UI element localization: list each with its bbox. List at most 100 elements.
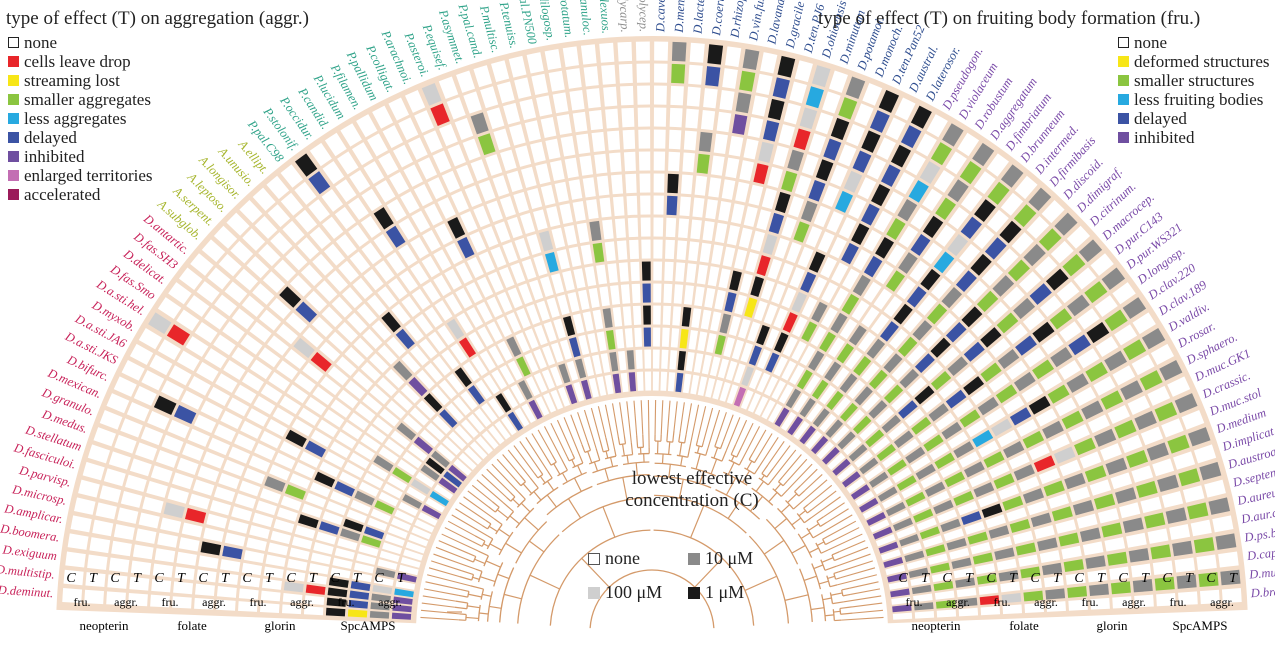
tree-leaf-branch: [742, 426, 759, 459]
concentration-cell: [654, 130, 666, 149]
tree-leaf-branch: [823, 503, 844, 517]
tree-branch: [667, 442, 673, 443]
concentration-cell: [663, 306, 671, 325]
concentration-cell: [687, 87, 701, 107]
tree-branch: [819, 581, 828, 584]
concentration-cell: [654, 174, 665, 193]
concentration-cell: [669, 130, 682, 150]
concentration-cell: [643, 306, 651, 325]
tree-branch: [606, 438, 609, 451]
tree-branch: [605, 469, 608, 481]
tree-branch: [721, 442, 724, 449]
concentration-cell: [725, 46, 741, 67]
tree-branch: [489, 606, 501, 608]
legend-label: inhibited: [24, 147, 84, 166]
concentration-cell: [581, 44, 597, 64]
tree-branch: [696, 454, 700, 469]
concentration-cell: [703, 88, 718, 108]
tree-leaf-branch: [824, 515, 853, 532]
concentration-cell: [672, 42, 687, 62]
effect-cell: [640, 196, 650, 215]
tree-leaf-branch: [674, 401, 677, 430]
column-letter: T: [353, 571, 362, 586]
tree-branch: [472, 541, 482, 546]
tree-branch: [680, 442, 682, 455]
concentration-title-line1: lowest effective: [612, 468, 772, 490]
tree-branch: [486, 561, 501, 567]
tree-branch: [510, 516, 520, 524]
effect-cell: [667, 196, 678, 215]
tree-branch: [588, 451, 592, 463]
concentration-label: 100 μM: [605, 582, 662, 603]
column-sublabel: fru.: [1082, 595, 1099, 609]
effect-cell: [641, 240, 650, 259]
tree-branch: [638, 454, 649, 455]
tree-branch: [487, 539, 492, 549]
concentration-label: 1 μM: [705, 582, 744, 603]
tree-leaf-branch: [503, 455, 521, 476]
tree-branch: [662, 454, 663, 464]
concentration-title-line2: concentration (C): [612, 490, 772, 512]
taxon-label: D.multistip.: [0, 562, 55, 582]
effect-cell: [621, 108, 634, 128]
concentration-cell: [630, 262, 639, 281]
column-letter: T: [309, 571, 318, 586]
legend-label: delayed: [1134, 109, 1187, 128]
tree-branch: [637, 435, 638, 448]
tree-branch: [679, 433, 680, 442]
tree-leaf-branch: [439, 541, 469, 554]
column-sublabel: fru.: [906, 595, 923, 609]
concentration-cell: [653, 306, 661, 325]
tree-branch: [611, 457, 613, 466]
left-legend-title: type of effect (T) on aggregation (aggr.…: [6, 8, 309, 30]
concentration-cell: [678, 218, 689, 238]
legend-label: none: [1134, 33, 1167, 52]
effect-cell: [87, 555, 107, 570]
tree-branch: [631, 443, 632, 455]
legend-swatch: [8, 94, 19, 105]
concentration-cell: [681, 174, 693, 194]
tree-branch: [685, 434, 686, 443]
tree-branch: [823, 598, 832, 600]
column-letter: T: [1229, 571, 1238, 586]
tree-leaf-branch: [591, 408, 599, 439]
tree-branch: [798, 534, 811, 558]
tree-branch: [534, 492, 541, 500]
column-sublabel: aggr.: [290, 595, 314, 609]
tree-branch: [799, 511, 805, 516]
compound-label: neopterin: [79, 618, 129, 633]
column-letter: T: [397, 571, 406, 586]
tree-branch: [530, 575, 560, 589]
tree-leaf-branch: [844, 596, 881, 602]
tree-branch: [475, 559, 485, 563]
concentration-cell: [675, 262, 685, 282]
legend-label: smaller structures: [1134, 71, 1254, 90]
tree-branch: [825, 566, 836, 570]
tree-leaf-branch: [420, 617, 458, 619]
tree-branch: [498, 574, 509, 578]
compound-label: glorin: [264, 618, 296, 633]
tree-leaf-branch: [436, 547, 467, 559]
right-legend-item: delayed: [1118, 109, 1269, 128]
taxon-label: D.brefel.: [1249, 584, 1275, 601]
tree-leaf-branch: [422, 603, 455, 607]
tree-branch: [578, 465, 582, 474]
concentration-cell: [625, 174, 636, 193]
taxon-label: D.exiguum: [1, 542, 58, 563]
tree-branch: [729, 460, 740, 465]
tree-branch: [825, 615, 834, 616]
taxon-label: D.muc.S28: [1248, 563, 1275, 582]
tree-branch: [832, 602, 843, 604]
right-legend-item: inhibited: [1118, 128, 1269, 147]
tree-branch: [488, 524, 491, 529]
concentration-cell: [617, 42, 632, 62]
effect-cell: [671, 64, 685, 84]
left-legend-item: delayed: [8, 128, 153, 147]
effect-cell: [654, 196, 664, 215]
tree-leaf-branch: [661, 400, 663, 434]
tree-branch: [499, 529, 510, 536]
tree-branch: [606, 451, 608, 458]
left-legend-item: cells leave drop: [8, 52, 153, 71]
tree-branch: [785, 595, 808, 601]
effect-cell: [636, 64, 650, 83]
